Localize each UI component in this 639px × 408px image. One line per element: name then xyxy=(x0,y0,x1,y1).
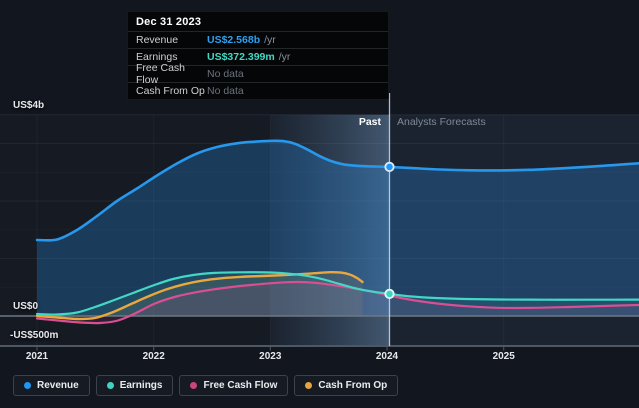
hovered-period-band xyxy=(270,114,390,346)
x-axis-label: 2024 xyxy=(376,351,399,362)
legend-item-label: Free Cash Flow xyxy=(203,380,278,391)
x-axis-label: 2021 xyxy=(26,351,49,362)
legend-item-cash-from-op[interactable]: Cash From Op xyxy=(294,375,399,396)
legend-item-earnings[interactable]: Earnings xyxy=(95,375,174,396)
tooltip-row-value: No data xyxy=(207,68,244,80)
free-cash-flow-line-past xyxy=(35,280,391,325)
y-axis-label: -US$500m xyxy=(10,330,58,341)
earnings-marker[interactable] xyxy=(384,288,395,299)
revenue-line-past xyxy=(35,139,391,242)
free-cash-flow-line-forecast xyxy=(388,294,639,310)
x-axis-label: 2022 xyxy=(143,351,166,362)
earnings-line-forecast xyxy=(388,292,639,301)
legend-color-dot xyxy=(190,382,198,389)
past-label: Past xyxy=(359,116,382,128)
tooltip-row-label: Revenue xyxy=(136,34,179,46)
chart-legend: Revenue Earnings Free Cash Flow Cash From O… xyxy=(13,375,399,396)
tooltip-row-free-cash-flow: Free Cash Flow No data xyxy=(128,62,388,86)
tooltip-row-label: Earnings xyxy=(136,51,178,63)
tooltip-row-earnings: Earnings US$372.399m/yr xyxy=(128,48,388,65)
tooltip-row-label: Free Cash Flow xyxy=(136,62,186,86)
tooltip-row-label: Cash From Op xyxy=(136,85,205,97)
cash-from-op-area xyxy=(37,272,363,320)
legend-color-dot xyxy=(305,382,313,389)
y-axis-label: US$4b xyxy=(13,100,44,111)
earnings-line-past xyxy=(35,271,391,316)
tooltip-row-suffix: /yr xyxy=(264,34,276,46)
tooltip-row-revenue: Revenue US$2.568b/yr xyxy=(128,31,388,48)
tooltip-row-suffix: /yr xyxy=(278,51,291,63)
analysts-forecasts-label: Analysts Forecasts xyxy=(397,116,486,128)
y-axis-label: US$0 xyxy=(13,301,38,312)
chart-tooltip: Dec 31 2023 Revenue US$2.568b/yr Earnings U… xyxy=(127,11,389,100)
legend-item-label: Revenue xyxy=(37,380,79,391)
revenue-area xyxy=(37,140,639,316)
x-axis-label: 2025 xyxy=(493,351,516,362)
legend-color-dot xyxy=(24,382,31,389)
legend-item-label: Earnings xyxy=(119,380,163,391)
legend-item-label: Cash From Op xyxy=(318,380,388,391)
tooltip-row-value: US$2.568b xyxy=(207,34,261,46)
legend-item-revenue[interactable]: Revenue xyxy=(13,375,90,396)
revenue-line-forecast xyxy=(388,162,639,172)
tooltip-row-value: US$372.399m xyxy=(207,51,275,63)
tooltip-row-value: No data xyxy=(207,85,244,97)
free-cash-flow-area xyxy=(37,281,639,324)
tooltip-row-cash-from-op: Cash From Op No data xyxy=(128,82,388,99)
revenue-marker[interactable] xyxy=(384,161,395,172)
tooltip-date: Dec 31 2023 xyxy=(136,16,202,28)
legend-color-dot xyxy=(106,382,114,389)
x-axis-label: 2023 xyxy=(259,351,282,362)
legend-item-free-cash-flow[interactable]: Free Cash Flow xyxy=(179,375,289,396)
cash-from-op-line xyxy=(35,270,364,321)
